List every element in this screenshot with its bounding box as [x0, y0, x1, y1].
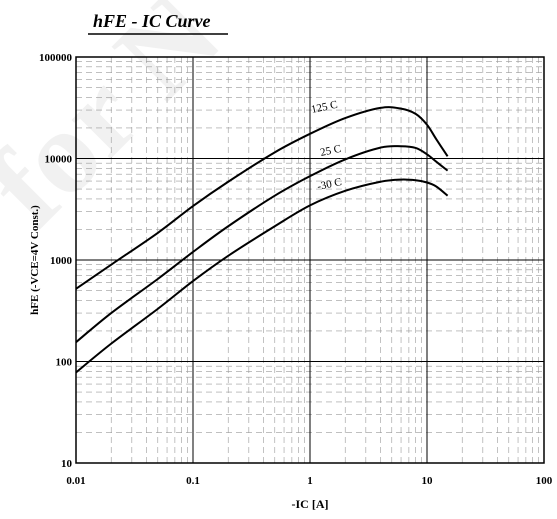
y-tick-label: 10000	[45, 154, 73, 166]
x-tick-label: 0.1	[186, 475, 200, 487]
y-tick-label: 10	[61, 458, 73, 470]
x-axis-label: -IC [A]	[292, 497, 329, 511]
y-tick-label: 100	[56, 357, 73, 369]
chart-title: hFE - IC Curve	[93, 11, 211, 31]
series-label-30-c: -30 C	[316, 176, 343, 193]
series-label-25-c: 25 C	[319, 143, 342, 159]
series-line-125-c	[75, 106, 449, 290]
x-tick-label: 10	[422, 475, 434, 487]
y-tick-label: 100000	[39, 52, 73, 64]
series-label-125-c: 125 C	[310, 99, 339, 116]
x-tick-label: 0.01	[66, 475, 85, 487]
series-line-25-c	[75, 145, 449, 343]
y-axis-label: hFE (-VCE=4V Const.)	[29, 205, 41, 315]
y-tick-label: 1000	[50, 255, 73, 267]
x-tick-label: 100	[536, 475, 553, 487]
x-tick-label: 1	[307, 475, 313, 487]
series-line-30-c	[75, 178, 449, 374]
plot-frame	[75, 56, 545, 464]
